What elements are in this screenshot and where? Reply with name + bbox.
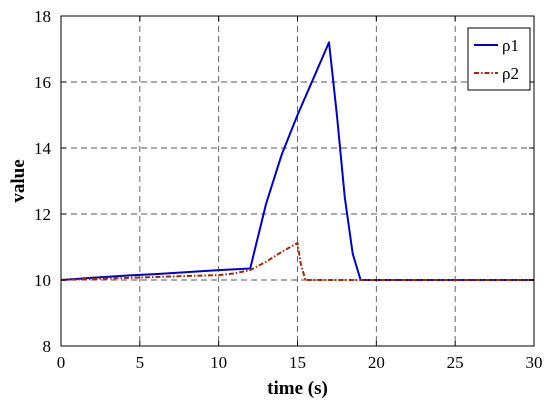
y-tick-label: 14 bbox=[34, 139, 52, 158]
y-axis-label: value bbox=[8, 159, 29, 202]
x-tick-label: 0 bbox=[57, 353, 66, 372]
x-tick-label: 25 bbox=[447, 353, 464, 372]
x-tick-label: 15 bbox=[289, 353, 306, 372]
grid-lines bbox=[61, 16, 534, 346]
legend-box bbox=[467, 27, 531, 91]
y-tick-label: 8 bbox=[43, 337, 52, 356]
x-axis-label: time (s) bbox=[267, 378, 328, 399]
y-tick-label: 12 bbox=[34, 205, 51, 224]
y-tick-label: 10 bbox=[34, 271, 51, 290]
x-tick-label: 10 bbox=[210, 353, 227, 372]
tick-labels: 0 5 10 15 20 25 30 8 10 12 14 16 18 bbox=[34, 7, 543, 372]
series-group bbox=[60, 41, 534, 281]
legend-label-2: ρ2 bbox=[502, 64, 519, 83]
x-tick-label: 30 bbox=[526, 353, 543, 372]
x-tick-label: 5 bbox=[136, 353, 145, 372]
tick-marks bbox=[60, 15, 535, 347]
x-tick-label: 20 bbox=[368, 353, 385, 372]
y-tick-label: 18 bbox=[34, 7, 51, 26]
y-tick-label: 16 bbox=[34, 73, 51, 92]
legend-label-1: ρ1 bbox=[502, 36, 519, 55]
series-line-2 bbox=[60, 242, 534, 281]
